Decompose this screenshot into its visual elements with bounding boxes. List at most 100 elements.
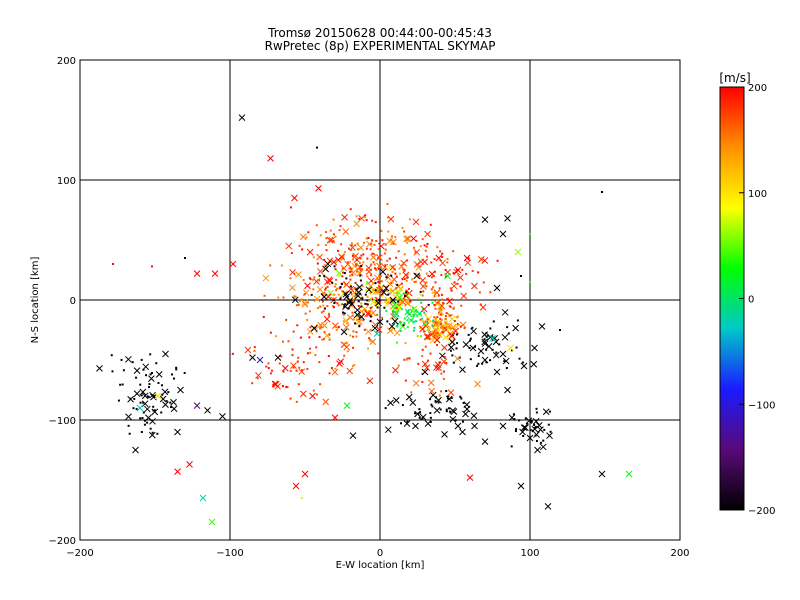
data-point-dot xyxy=(291,354,294,357)
data-point-dot xyxy=(300,369,303,372)
data-point-dot xyxy=(314,354,317,357)
data-point-dot xyxy=(267,362,270,365)
x-tick-label: −200 xyxy=(66,548,93,559)
data-point-x xyxy=(142,363,150,371)
data-point-dot xyxy=(319,327,322,330)
data-point-dot xyxy=(403,294,406,297)
data-point-dot xyxy=(375,305,378,308)
data-point-dot xyxy=(324,287,327,290)
data-point-dot xyxy=(354,263,357,266)
data-point-dot xyxy=(393,291,396,294)
data-point-x xyxy=(149,391,156,399)
data-point-dot xyxy=(386,320,389,323)
data-point-x xyxy=(535,422,543,429)
data-point-x xyxy=(342,317,350,325)
data-point-dot xyxy=(351,254,354,257)
data-point-dot xyxy=(455,269,458,272)
data-point-dot xyxy=(436,332,439,335)
data-point-dot xyxy=(452,272,455,275)
data-point-dot xyxy=(444,315,447,318)
data-point-dot xyxy=(395,324,398,327)
data-point-dot xyxy=(381,293,384,296)
data-point-dot xyxy=(515,346,518,349)
data-point-dot xyxy=(535,411,538,414)
data-point-dot xyxy=(111,370,114,373)
data-point-dot xyxy=(431,301,434,304)
data-point-x xyxy=(375,326,383,333)
data-point-dot xyxy=(439,408,442,411)
colorbar-tick-label: 200 xyxy=(748,83,767,94)
data-point-x xyxy=(317,268,324,275)
data-point-dot xyxy=(346,322,349,325)
data-point-dot xyxy=(452,338,455,341)
data-point-x xyxy=(433,289,441,296)
data-point-dot xyxy=(378,281,381,284)
data-point-dot xyxy=(342,256,345,259)
data-point-dot xyxy=(366,295,369,298)
data-point-dot xyxy=(467,333,470,336)
data-point-dot xyxy=(448,314,451,317)
data-point-dot xyxy=(140,394,143,397)
data-point-dot xyxy=(438,311,441,314)
data-point-dot xyxy=(355,258,358,261)
data-point-dot xyxy=(548,410,551,413)
data-point-x xyxy=(327,289,334,297)
data-point-dot xyxy=(439,317,442,320)
data-point-dot xyxy=(361,297,364,300)
data-point-x xyxy=(369,254,377,261)
data-point-x xyxy=(249,354,256,361)
data-point-dot xyxy=(354,281,357,284)
data-point-dot xyxy=(322,338,325,341)
data-point-x xyxy=(301,299,309,306)
data-point-x xyxy=(395,289,403,297)
data-point-dot xyxy=(360,254,363,257)
data-point-dot xyxy=(448,327,451,330)
data-point-dot xyxy=(338,287,341,290)
data-point-dot xyxy=(444,268,447,271)
data-point-dot xyxy=(369,287,372,290)
data-point-dot xyxy=(365,237,368,240)
data-point-x xyxy=(493,284,501,292)
data-point-x xyxy=(174,428,181,436)
data-point-dot xyxy=(282,296,285,299)
data-point-dot xyxy=(351,258,354,261)
data-point-dot xyxy=(434,322,437,325)
data-point-x xyxy=(349,269,357,276)
data-point-dot xyxy=(354,287,357,290)
data-point-dot xyxy=(394,272,397,275)
data-point-dot xyxy=(358,217,361,220)
data-point-dot xyxy=(143,419,146,422)
data-point-dot xyxy=(400,282,403,285)
data-point-x xyxy=(211,270,219,277)
data-point-dot xyxy=(420,301,423,304)
data-point-dot xyxy=(403,317,406,320)
data-point-x xyxy=(335,269,343,277)
data-point-dot xyxy=(371,252,374,255)
data-point-dot xyxy=(358,323,361,326)
data-point-x xyxy=(344,260,352,268)
data-point-x xyxy=(537,426,544,433)
data-point-dot xyxy=(323,274,326,277)
data-point-dot xyxy=(403,358,406,361)
data-point-dot xyxy=(364,293,367,296)
data-point-x xyxy=(354,292,362,300)
data-point-dot xyxy=(355,270,358,273)
data-point-dot xyxy=(456,342,459,345)
data-point-dot xyxy=(453,281,456,284)
data-point-x xyxy=(514,248,522,256)
data-point-dot xyxy=(386,259,389,262)
data-point-dot xyxy=(347,247,350,250)
data-point-dot xyxy=(424,249,427,252)
data-point-dot xyxy=(455,316,458,319)
data-point-dot xyxy=(440,274,443,277)
data-point-dot xyxy=(447,323,450,326)
data-point-dot xyxy=(396,341,399,344)
data-point-dot xyxy=(441,327,444,330)
data-point-x xyxy=(301,300,309,308)
data-point-dot xyxy=(417,297,420,300)
data-point-x xyxy=(435,254,443,262)
data-point-dot xyxy=(322,304,325,307)
data-point-dot xyxy=(319,383,322,386)
data-point-dot xyxy=(298,366,301,369)
